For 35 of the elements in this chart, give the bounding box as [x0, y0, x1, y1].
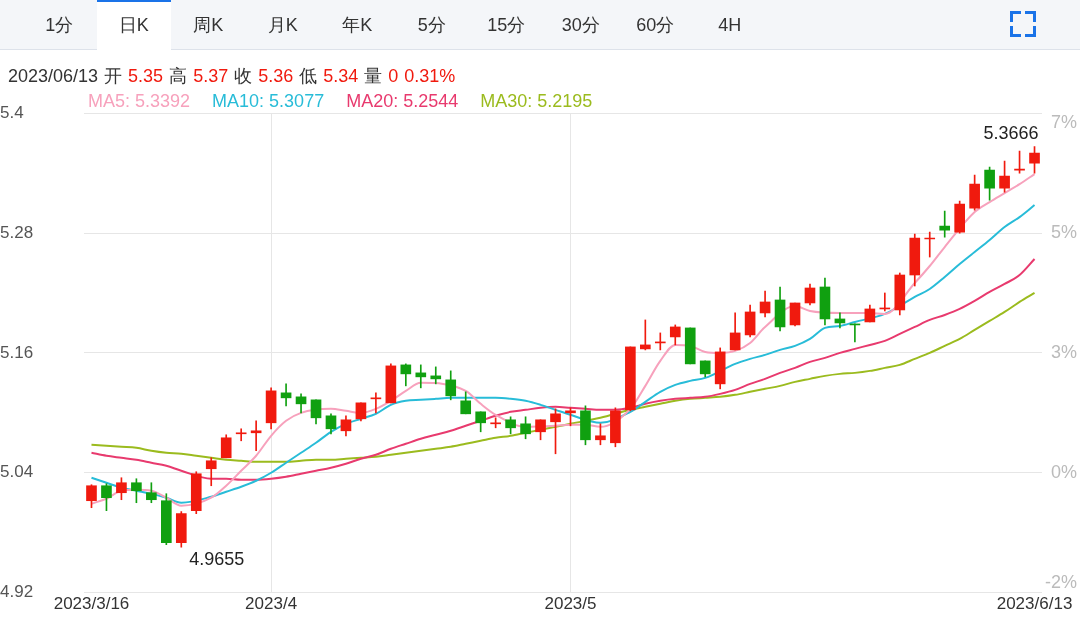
y-tick-label: 5.4 — [0, 102, 24, 122]
text: -2% — [1044, 571, 1077, 592]
candlestick — [235, 428, 247, 442]
text: 1分 — [44, 14, 75, 37]
text: 3% — [1050, 341, 1077, 362]
y-tick-label: 5.04 — [0, 462, 34, 482]
text: 15分 — [486, 14, 527, 37]
text: 5% — [1050, 222, 1077, 243]
x-tick-label: 2023/4 — [245, 594, 298, 614]
text: 30分 — [560, 14, 601, 37]
text: 月K — [266, 14, 299, 37]
x-tick-label: 2023/5 — [544, 594, 597, 614]
y-tick-label: 4.92 — [0, 582, 34, 602]
line-series — [90, 258, 1036, 481]
candlestick — [250, 420, 262, 452]
text: MA20: 5.2544 — [346, 91, 459, 111]
text: 周K — [192, 14, 225, 37]
y-tick-label: 5.28 — [0, 222, 34, 242]
y-tick-label: 5.16 — [0, 342, 34, 362]
text: 2023/06/13 开 5.35 高 5.37 收 5.36 低 5.34 量 0 0.31% — [8, 66, 456, 86]
text: MA30: 5.2195 — [480, 91, 593, 111]
x-tick-label: 2023/6/13 — [996, 594, 1073, 614]
text: 4H — [717, 14, 743, 37]
annotation: 4.9655 — [189, 549, 245, 570]
text: MA10: 5.3077 — [212, 91, 325, 111]
text: 年K — [341, 14, 374, 37]
text: MA5: 5.3392 — [88, 91, 191, 111]
text: 7% — [1050, 112, 1077, 133]
line-series — [90, 291, 1036, 463]
text: 5分 — [416, 14, 447, 37]
text: 日K — [96, 0, 171, 51]
text: 60分 — [635, 14, 676, 37]
annotation: 5.3666 — [983, 122, 1039, 143]
text: 0% — [1050, 461, 1077, 482]
x-tick-label: 2023/3/16 — [53, 594, 130, 614]
